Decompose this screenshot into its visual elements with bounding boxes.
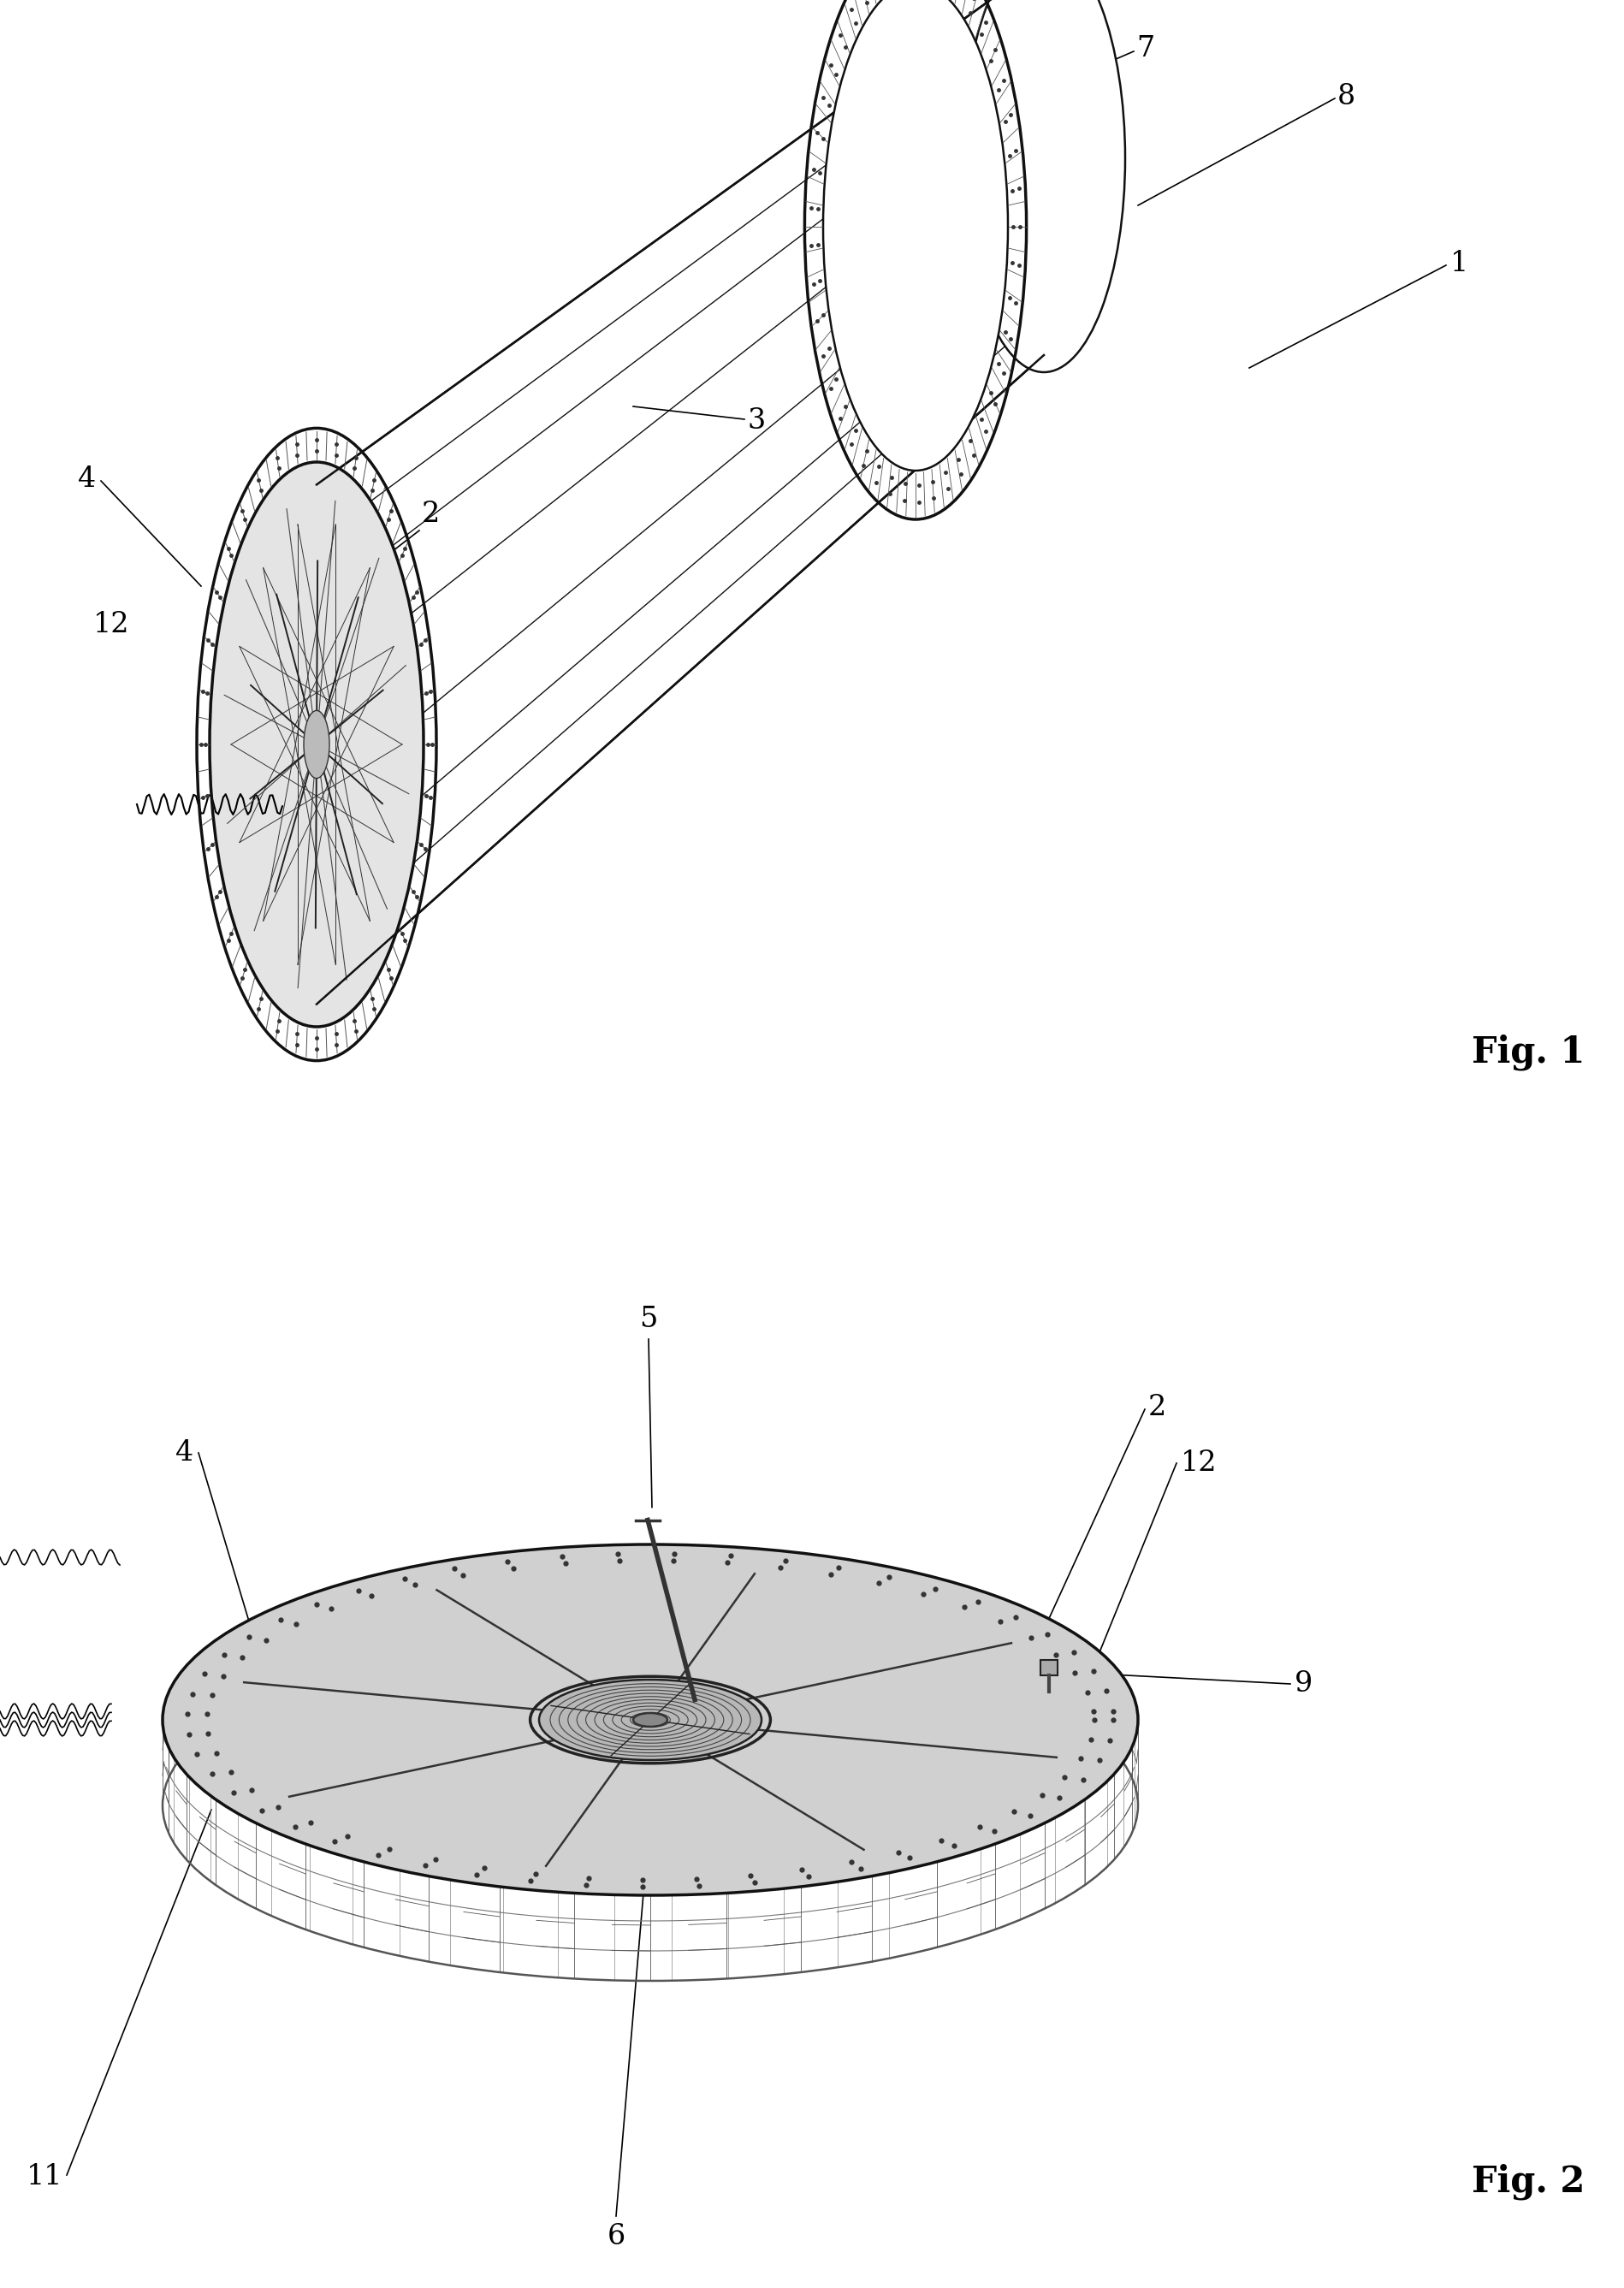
Text: Fig. 1: Fig. 1 — [1471, 1034, 1585, 1071]
Text: 8: 8 — [1337, 82, 1356, 110]
Text: 7: 7 — [1137, 34, 1155, 62]
Ellipse shape — [209, 462, 424, 1027]
Text: 9: 9 — [1294, 1670, 1312, 1698]
Text: 11: 11 — [26, 2162, 62, 2190]
Text: 5: 5 — [640, 1306, 658, 1334]
Text: Fig. 2: Fig. 2 — [1471, 2164, 1585, 2201]
Bar — [1041, 1661, 1057, 1675]
Ellipse shape — [162, 1544, 1138, 1894]
Ellipse shape — [823, 0, 1009, 471]
Text: 13: 13 — [255, 650, 292, 677]
Ellipse shape — [633, 1714, 667, 1727]
Text: 2: 2 — [422, 501, 440, 529]
Text: 4: 4 — [78, 464, 96, 492]
Ellipse shape — [963, 0, 1125, 373]
Ellipse shape — [221, 1565, 1080, 1874]
Text: 4: 4 — [175, 1439, 193, 1467]
Text: 12: 12 — [1181, 1451, 1216, 1476]
Ellipse shape — [304, 712, 330, 778]
Ellipse shape — [539, 1679, 762, 1759]
Text: 1: 1 — [1450, 249, 1468, 277]
Text: 6: 6 — [607, 2224, 625, 2251]
Text: 3: 3 — [747, 407, 767, 435]
Text: 2: 2 — [1148, 1393, 1166, 1421]
Text: 12: 12 — [93, 611, 130, 638]
